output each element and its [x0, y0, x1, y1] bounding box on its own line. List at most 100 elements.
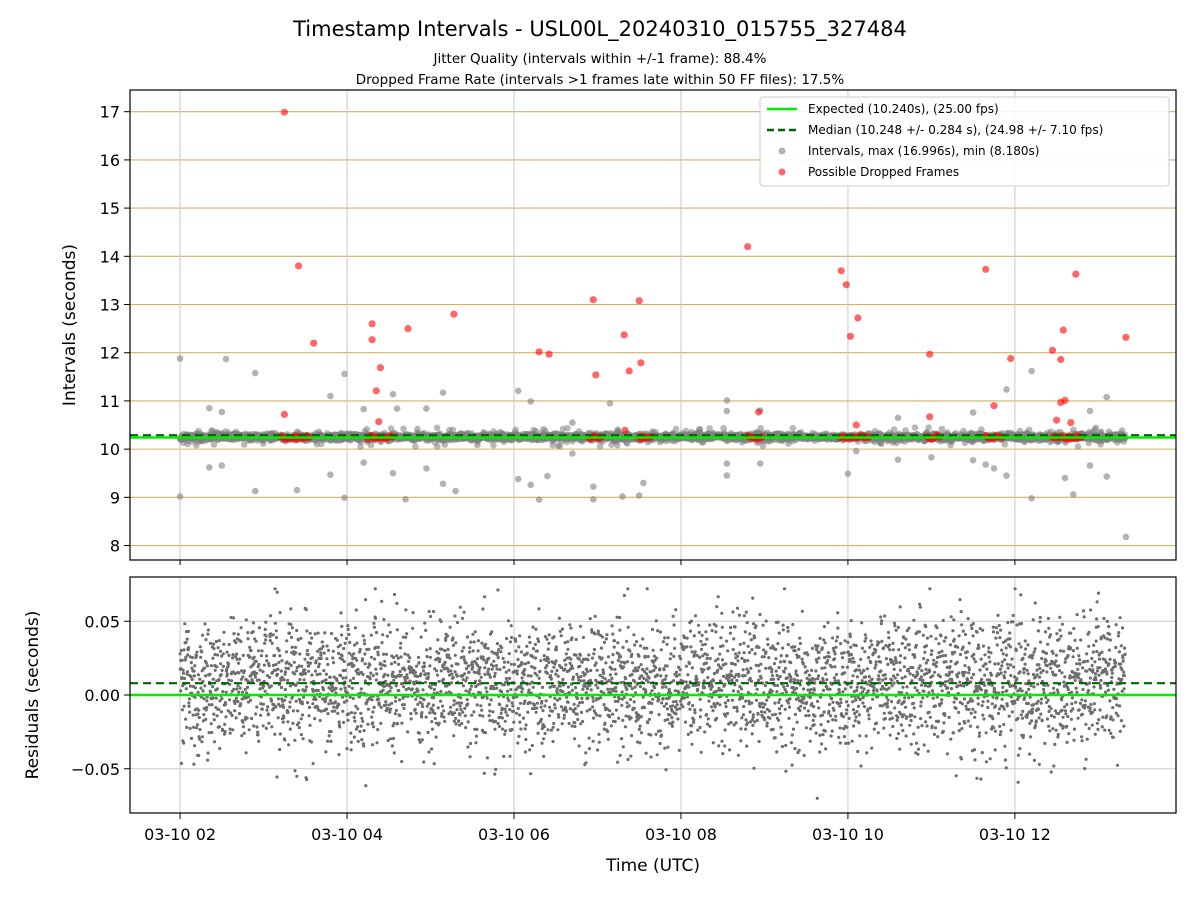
residual-point: [219, 662, 223, 666]
residual-point: [205, 664, 209, 668]
legend-box: [759, 96, 1170, 187]
residual-point: [231, 728, 235, 732]
residual-point: [324, 696, 328, 701]
residual-point: [278, 704, 283, 708]
residual-point: [423, 621, 427, 625]
residual-point: [468, 741, 473, 746]
residual-point: [321, 697, 325, 701]
top-y-axis-label: Intervals (seconds): [60, 244, 80, 406]
residual-point: [202, 666, 207, 670]
interval-outlier-point: [723, 397, 731, 404]
residual-point: [209, 664, 213, 668]
residual-point: [425, 655, 429, 659]
dropped-frame-point: [1061, 396, 1069, 404]
interval-outlier-point: [1122, 533, 1130, 541]
residual-point: [263, 627, 267, 632]
residual-point: [422, 760, 426, 764]
interval-outlier-point: [527, 398, 534, 405]
interval-outlier-point: [423, 465, 430, 472]
residual-point: [210, 703, 214, 707]
residual-point: [469, 684, 474, 688]
interval-outlier-point: [251, 487, 259, 495]
residual-point: [209, 722, 213, 726]
interval-point: [449, 426, 457, 434]
dropped-frame-point: [837, 267, 845, 275]
interval-outlier-point: [527, 481, 534, 489]
residual-point: [229, 615, 233, 620]
residual-point: [268, 639, 272, 643]
residual-point: [392, 655, 396, 660]
interval-outlier-point: [544, 472, 551, 480]
residual-point: [238, 686, 242, 690]
residual-point: [354, 608, 358, 612]
residual-point: [269, 684, 273, 688]
residual-point: [289, 622, 293, 627]
residual-point: [274, 636, 279, 640]
residual-point: [462, 646, 466, 650]
interval-point: [706, 425, 713, 432]
residual-point: [457, 701, 461, 705]
residual-point: [478, 666, 482, 670]
residual-point: [445, 634, 450, 638]
residual-point: [284, 666, 288, 670]
residual-point: [404, 608, 408, 612]
residual-point: [238, 657, 242, 661]
residual-point: [395, 601, 399, 606]
interval-outlier-point: [853, 447, 860, 455]
residual-point: [301, 713, 305, 717]
dropped-frame-point: [854, 314, 862, 322]
residual-point: [214, 696, 218, 700]
residual-point: [224, 715, 228, 719]
residual-point: [380, 663, 384, 667]
residual-point: [400, 682, 404, 686]
residual-point: [439, 699, 443, 703]
residual-point: [204, 717, 208, 722]
residual-point: [259, 654, 264, 658]
residual-point: [386, 691, 390, 695]
residual-point: [322, 651, 326, 655]
residual-point: [472, 640, 476, 644]
residual-point: [284, 650, 289, 654]
residual-point: [413, 707, 417, 711]
residual-point: [426, 675, 430, 679]
residual-point: [481, 714, 485, 718]
residual-point: [446, 667, 450, 671]
residual-point: [281, 720, 285, 724]
residual-point: [376, 653, 380, 657]
residual-point: [212, 718, 216, 722]
residual-point: [337, 753, 341, 757]
residual-point: [194, 726, 199, 730]
residual-point: [348, 695, 352, 699]
interval-point: [267, 430, 275, 438]
residual-point: [249, 649, 253, 653]
residual-point: [230, 679, 234, 683]
interval-point: [1016, 427, 1024, 435]
residual-point: [351, 696, 355, 701]
residual-point: [342, 659, 346, 664]
residual-point: [226, 662, 231, 666]
dropped-frame-point: [635, 297, 643, 305]
residual-point: [455, 708, 459, 712]
residual-point: [420, 715, 424, 719]
residual-point: [285, 639, 289, 643]
residual-point: [436, 638, 440, 642]
residual-point: [423, 680, 427, 685]
interval-point: [1070, 426, 1077, 434]
residual-point: [253, 637, 257, 641]
residual-point: [294, 683, 298, 688]
residual-point: [220, 668, 224, 673]
residual-point: [240, 690, 245, 694]
residual-point: [435, 669, 439, 673]
residual-point: [390, 744, 394, 748]
interval-outlier-point: [176, 493, 184, 500]
residual-point: [241, 653, 245, 658]
residual-point: [286, 720, 290, 724]
residual-point: [430, 720, 434, 724]
residual-point: [454, 716, 458, 721]
interval-outlier-point: [341, 370, 348, 378]
interval-point: [1025, 426, 1033, 434]
residual-point: [370, 743, 375, 747]
residual-point: [323, 699, 327, 703]
residual-point: [185, 637, 189, 641]
residual-point: [278, 654, 282, 658]
